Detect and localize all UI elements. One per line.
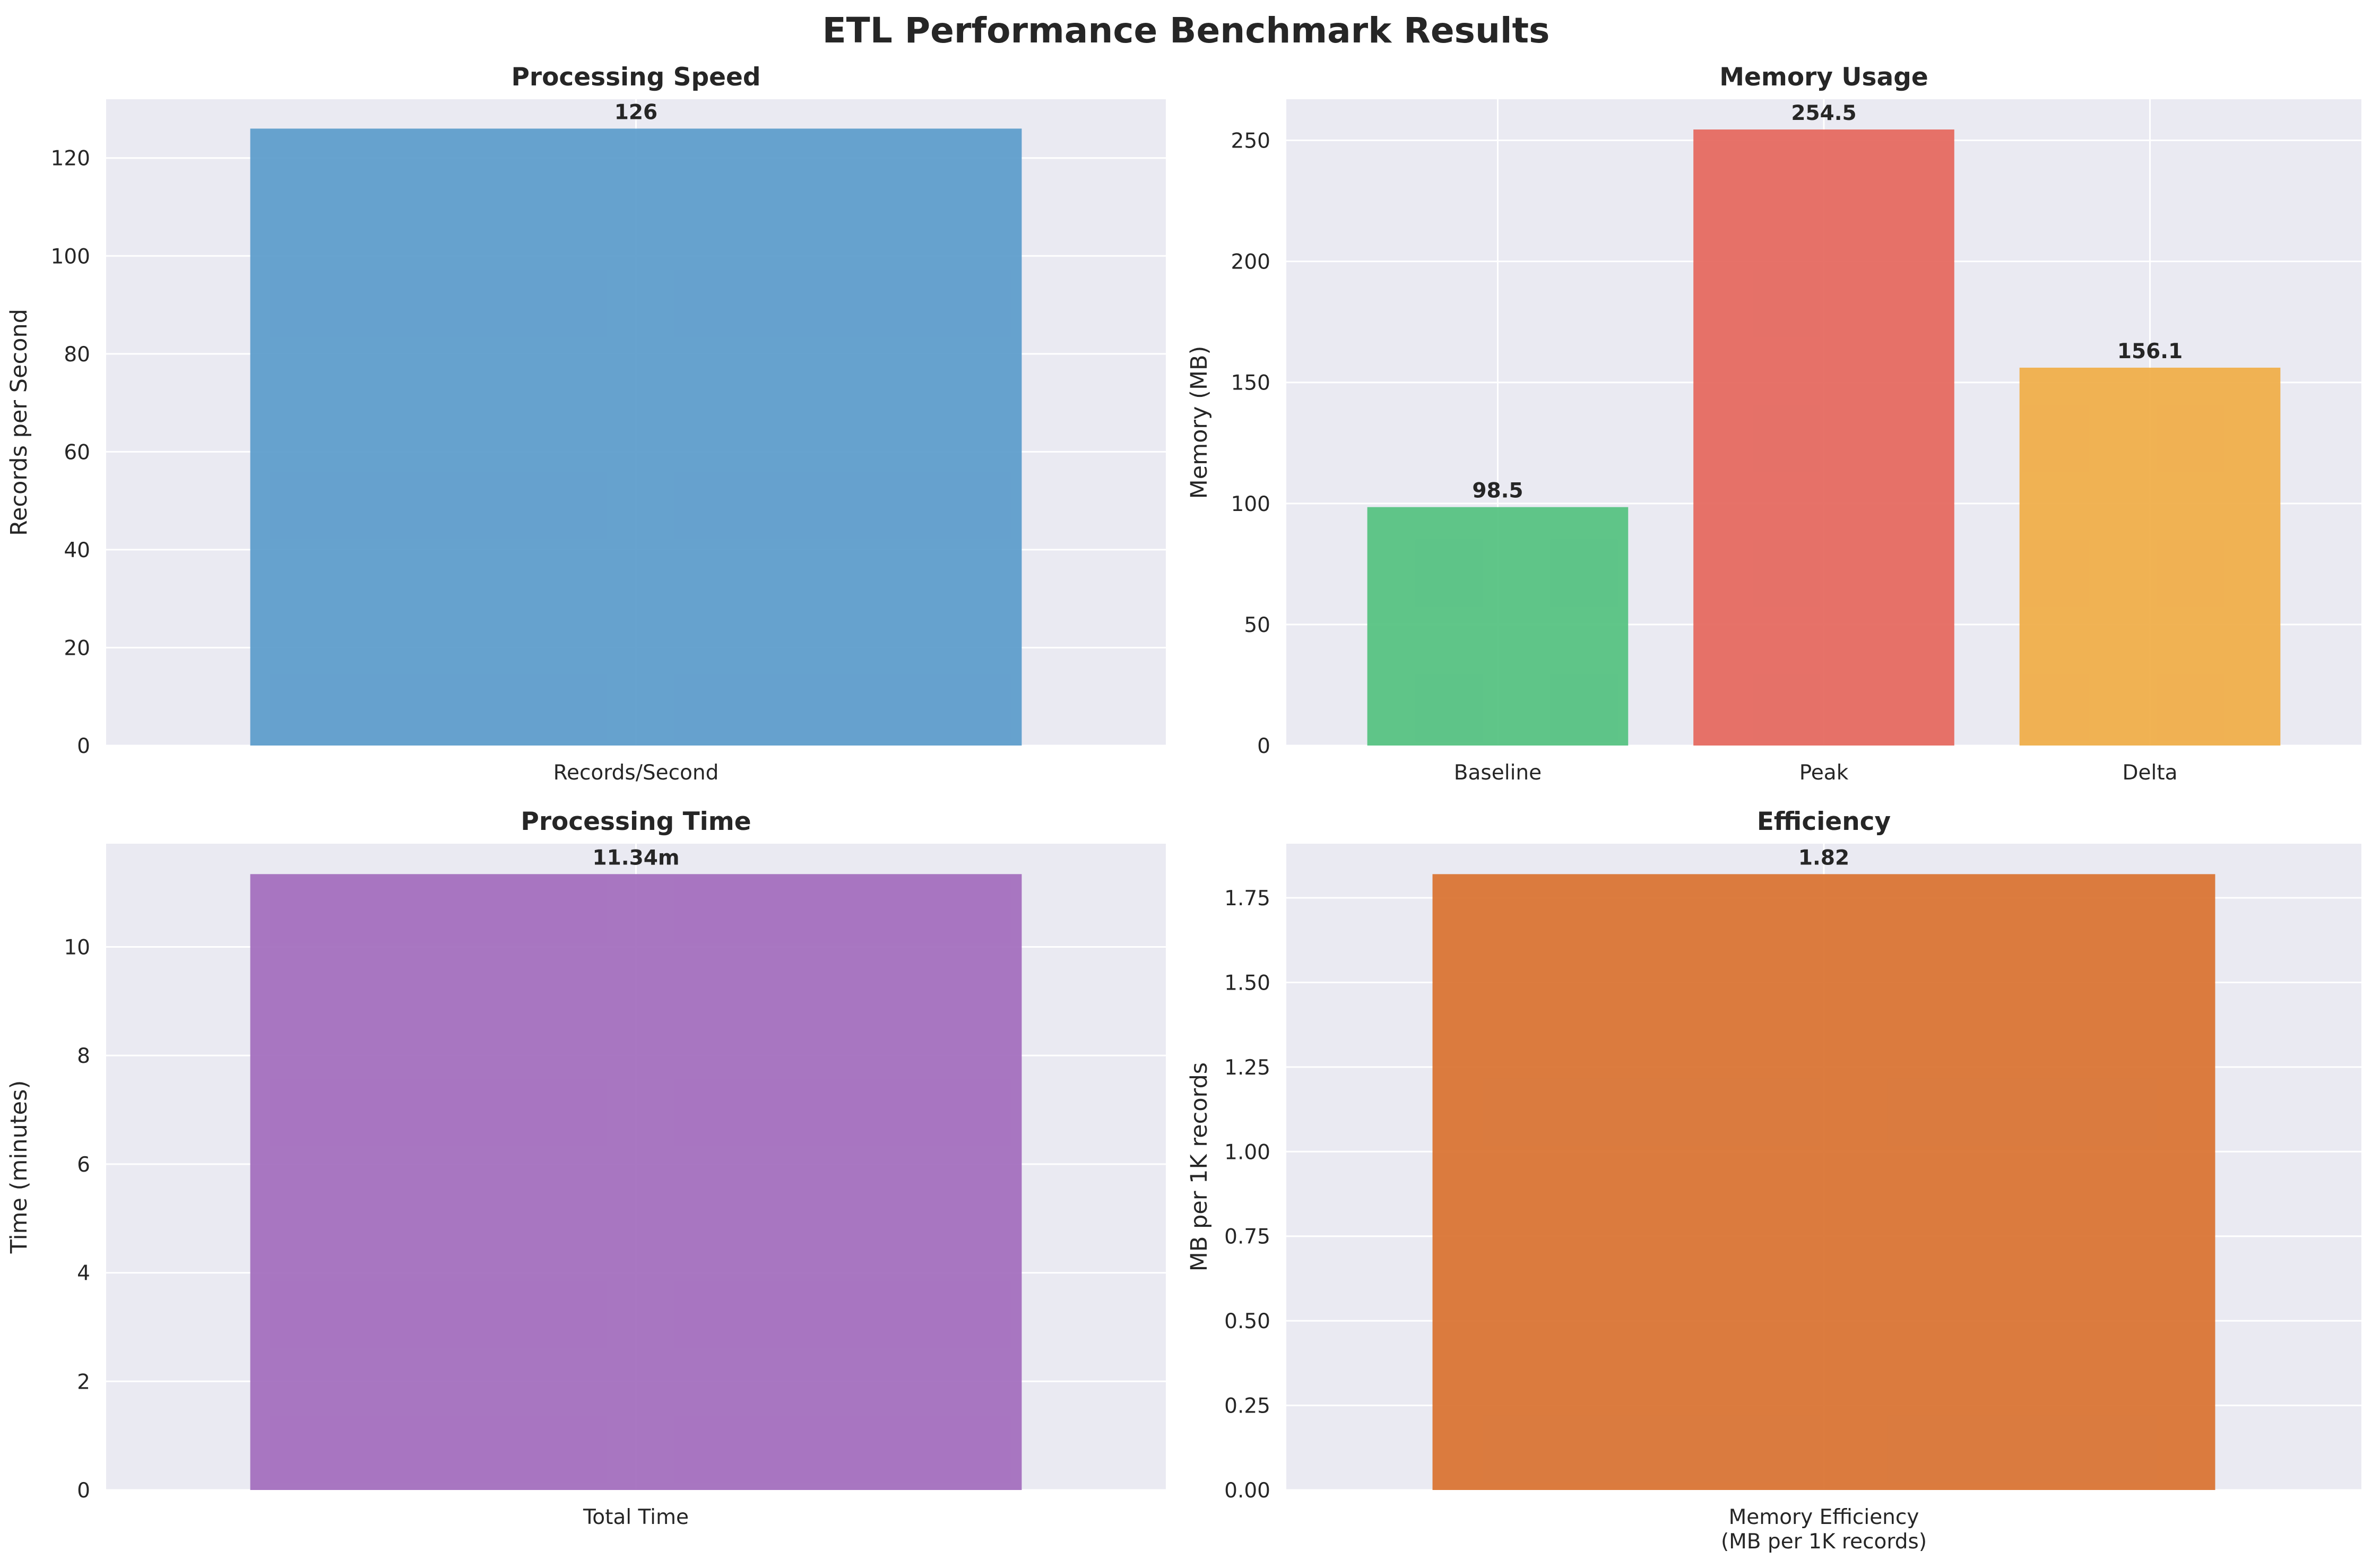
y-tick-label: 1.50 xyxy=(1224,971,1270,995)
y-tick-label: 20 xyxy=(64,636,90,660)
bar-value-label: 254.5 xyxy=(1791,101,1856,125)
x-tick-label: Delta xyxy=(2123,761,2178,785)
chart-panels: 020406080100120126Records/SecondProcessi… xyxy=(6,63,2361,1554)
y-tick-label: 80 xyxy=(64,343,90,367)
y-tick-label: 0.00 xyxy=(1224,1479,1270,1503)
y-axis-label: Time (minutes) xyxy=(6,1080,32,1254)
bar-total-time xyxy=(250,874,1022,1490)
bar-baseline xyxy=(1367,507,1629,746)
processing-time-panel: 0 2 4 6 8 10 11.34m Total Time Processing Time Ti… xyxy=(6,807,1166,1529)
bar-records-second xyxy=(250,128,1022,746)
y-axis-label: Memory (MB) xyxy=(1186,346,1213,499)
y-tick-label: 1.25 xyxy=(1224,1056,1270,1080)
x-tick-label: Peak xyxy=(1799,761,1849,785)
x-tick-label: Records/Second xyxy=(553,761,719,785)
bar-value-label: 156.1 xyxy=(2117,340,2183,363)
bar-value-label: 126 xyxy=(614,100,657,124)
y-tick-label: 1.75 xyxy=(1224,887,1270,911)
x-tick-label: Baseline xyxy=(1454,761,1542,785)
y-tick-label: 120 xyxy=(51,147,90,171)
efficiency-panel: 0.00 0.25 0.50 0.75 1.00 1.25 1.50 1.75 1.82 Memo… xyxy=(1186,807,2361,1554)
y-tick-label: 2 xyxy=(77,1370,90,1394)
y-tick-label: 1.00 xyxy=(1224,1140,1270,1164)
panel-title: Memory Usage xyxy=(1719,63,1928,92)
y-tick-label: 100 xyxy=(1231,492,1270,516)
y-tick-label: 10 xyxy=(64,935,90,959)
y-tick-label: 8 xyxy=(77,1044,90,1068)
x-tick-label: Memory Efficiency (MB per 1K records) xyxy=(1721,1505,1927,1554)
y-tick-label: 0.50 xyxy=(1224,1310,1270,1333)
y-tick-label: 6 xyxy=(77,1153,90,1177)
x-tick-label: Total Time xyxy=(583,1505,689,1529)
processing-speed-panel: 0 20 40 60 80 100 120 126 Records/Second Processi… xyxy=(6,63,1166,785)
bar-delta xyxy=(2019,367,2281,746)
y-tick-label: 50 xyxy=(1244,613,1270,637)
bar-value-label: 11.34m xyxy=(593,846,680,870)
y-axis-label: MB per 1K records xyxy=(1186,1062,1213,1271)
y-tick-label: 0 xyxy=(1257,734,1270,758)
y-axis-label: Records per Second xyxy=(6,309,32,536)
y-tick-label: 150 xyxy=(1231,371,1270,395)
y-tick-label: 60 xyxy=(64,440,90,464)
y-tick-label: 0.75 xyxy=(1224,1225,1270,1249)
bar-memory-efficiency xyxy=(1432,874,2215,1490)
panel-title: Processing Speed xyxy=(511,63,760,92)
figure-title: ETL Performance Benchmark Results xyxy=(823,10,1550,51)
y-tick-label: 0 xyxy=(77,1479,90,1503)
bar-value-label: 1.82 xyxy=(1798,846,1849,870)
bar-peak xyxy=(1693,129,1954,746)
memory-usage-panel: 0 50 100 150 200 250 98.5 Baseline 254.5 Peak 156.… xyxy=(1186,63,2361,785)
y-tick-label: 200 xyxy=(1231,250,1270,274)
y-tick-label: 0 xyxy=(77,734,90,758)
y-tick-label: 0.25 xyxy=(1224,1394,1270,1418)
y-tick-label: 4 xyxy=(77,1262,90,1286)
y-tick-label: 40 xyxy=(64,539,90,562)
y-tick-label: 100 xyxy=(51,245,90,268)
panel-title: Processing Time xyxy=(521,807,751,836)
panel-title: Efficiency xyxy=(1757,807,1891,836)
bar-value-label: 98.5 xyxy=(1472,479,1523,503)
y-tick-label: 250 xyxy=(1231,129,1270,153)
